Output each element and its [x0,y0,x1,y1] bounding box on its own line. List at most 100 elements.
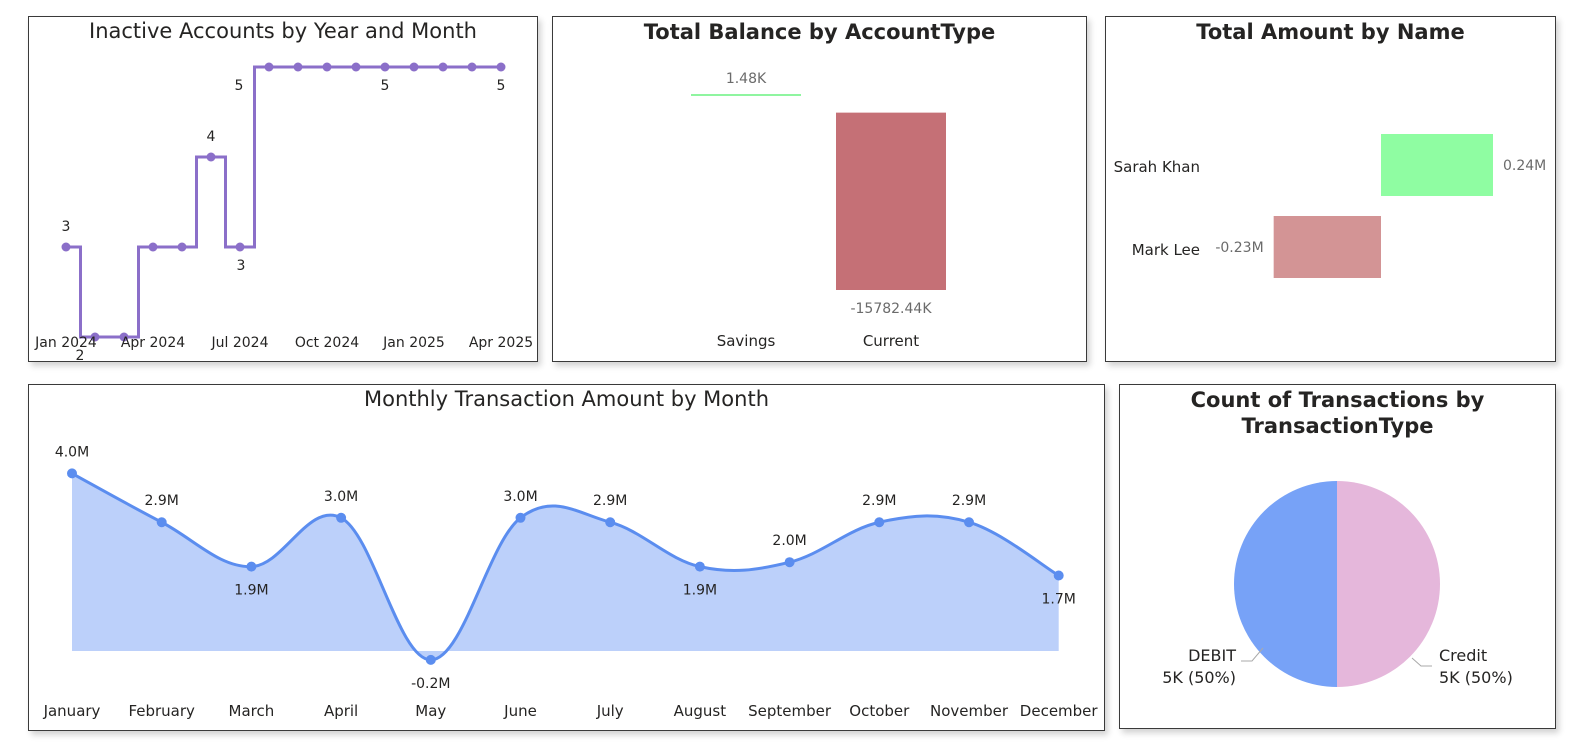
area-point [425,654,436,665]
x-tick-label: Jan 2024 [34,335,97,351]
month-tick-label: July [596,702,624,720]
balance-by-accounttype-chart: 1.48K -15782.44K Savings Current [691,71,946,350]
pie-slice [1234,481,1337,687]
name-data-label: 0.24M [1503,158,1546,174]
area-point [67,468,77,479]
step-point [119,332,129,342]
transaction-type-title: Count of Transactions by TransactionType [1190,388,1485,438]
monthly-transaction-title: Monthly Transaction Amount by Month [363,387,770,411]
amount-by-name-chart: 0.24M -0.23M Sarah Khan Mark Lee [1114,134,1546,278]
x-tick-label: Apr 2025 [469,335,533,351]
transaction-type-chart: DEBIT 5K (50%) Credit 5K (50%) [1162,481,1513,687]
name-bar [1273,216,1381,278]
step-point [467,62,477,72]
month-tick-label: November [930,702,1009,720]
account-data-label: 1.48K [726,71,767,87]
area-point [964,517,974,528]
area-point [515,512,526,523]
pie-slice-name: Credit [1439,646,1487,665]
month-tick-label: June [503,702,537,720]
pie-slice-value: 5K (50%) [1439,668,1513,687]
month-tick-label: May [415,702,446,720]
inactive-accounts-chart: 3 2 4 3 5 5 5 Jan 2024 Apr 2024 Jul 2024 Oct 2024 J… [34,62,533,361]
pie-slice [1337,481,1440,687]
month-tick-label: August [674,702,727,720]
account-data-label: -15782.44K [850,301,932,317]
name-data-label: -0.23M [1215,240,1263,256]
x-tick-label: Jul 2024 [211,335,269,351]
area-data-label: 3.0M [503,489,537,505]
step-point [438,62,448,72]
pie-leader-line [1241,647,1264,662]
area-point [336,512,347,523]
account-bar [836,112,946,290]
x-tick-label: Jan 2025 [382,335,445,351]
step-point [61,242,71,252]
step-point [380,62,390,72]
name-category-label: Mark Lee [1132,241,1200,259]
name-bar [1381,134,1493,196]
month-tick-label: April [324,702,358,720]
step-data-label: 3 [62,219,71,235]
area-point [246,561,257,572]
area-point [874,517,885,528]
step-point [177,242,187,252]
x-tick-label: Apr 2024 [121,335,185,351]
month-tick-label: January [43,702,101,720]
month-tick-label: December [1020,702,1099,720]
transaction-type-panel: Count of Transactions by TransactionType… [1119,384,1556,729]
account-category-label: Current [863,332,919,350]
area-data-label: 2.0M [772,533,806,549]
monthly-transaction-chart: 4.0M 2.9M 1.9M 3.0M -0.2M 3.0M 2.9M 1.9M 2.0M 2.9… [43,444,1099,720]
area-fill [72,473,1059,660]
step-point [148,242,158,252]
area-point [156,517,167,528]
area-data-label: 1.9M [683,583,717,599]
month-tick-label: March [229,702,275,720]
step-point [264,62,274,72]
area-data-label: 2.9M [862,493,896,509]
account-bar [691,94,801,96]
amount-by-name-title: Total Amount by Name [1196,20,1465,44]
amount-by-name-panel: Total Amount by Name 0.24M -0.23M Sarah Kh… [1105,16,1556,362]
pie-slice-name: DEBIT [1188,646,1236,665]
step-data-label: 5 [235,78,244,94]
area-data-label: 2.9M [145,493,179,509]
month-tick-label: September [748,702,832,720]
month-tick-label: October [849,702,910,720]
area-data-label: 1.9M [234,583,268,599]
step-point [235,242,245,252]
balance-by-accounttype-title: Total Balance by AccountType [643,20,996,44]
step-point [293,62,303,72]
step-point [322,62,332,72]
step-data-label: 5 [497,78,506,94]
step-point [409,62,419,72]
area-data-label: 2.9M [952,493,986,509]
area-data-label: -0.2M [411,676,450,692]
pie-leader-line [1411,657,1432,667]
step-data-label: 2 [76,348,85,361]
name-category-label: Sarah Khan [1114,158,1200,176]
step-point [206,152,216,162]
area-point [694,561,705,572]
balance-by-accounttype-panel: Total Balance by AccountType 1.48K -15782… [552,16,1087,362]
step-series-line [66,65,501,339]
step-data-label: 4 [207,129,216,145]
step-point [351,62,361,72]
step-point [496,62,506,72]
month-tick-label: February [128,702,195,720]
step-data-label: 3 [237,258,246,274]
step-point [90,332,100,342]
x-tick-label: Oct 2024 [295,335,359,351]
account-category-label: Savings [717,332,776,350]
area-data-label: 2.9M [593,493,627,509]
area-data-label: 4.0M [55,444,89,460]
area-data-label: 1.7M [1042,592,1076,608]
area-data-label: 3.0M [324,489,358,505]
inactive-accounts-title: Inactive Accounts by Year and Month [89,19,477,43]
area-point [605,517,616,528]
area-point [1053,570,1064,581]
step-data-label: 5 [381,78,390,94]
monthly-transaction-panel: Monthly Transaction Amount by Month 4.0M… [28,384,1105,731]
